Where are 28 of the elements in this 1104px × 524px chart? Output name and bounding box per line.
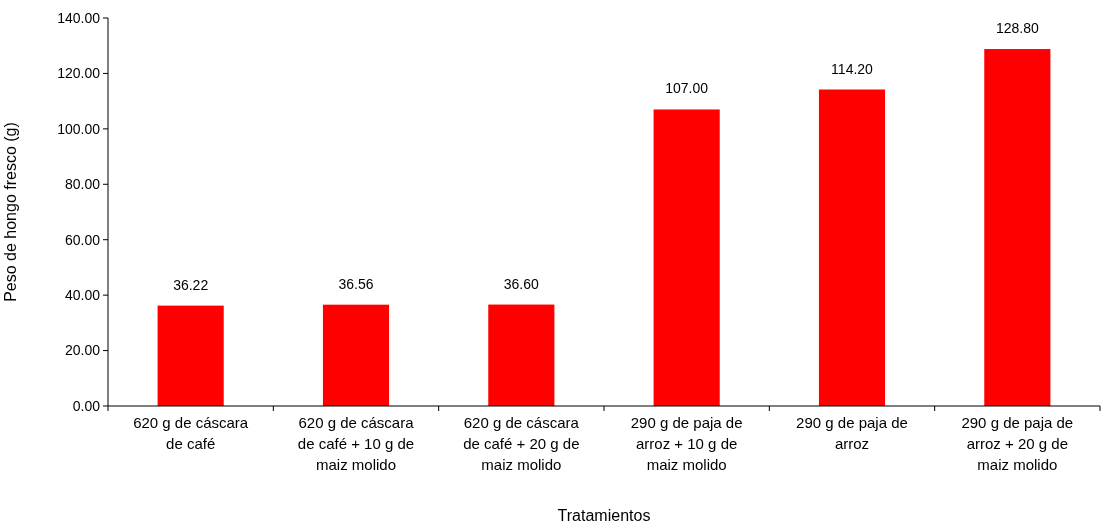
- y-tick-label: 80.00: [64, 176, 101, 193]
- data-label: 114.20: [831, 60, 874, 77]
- x-tick-label: 620 g de cáscara de café + 20 g de maiz molido: [463, 414, 580, 473]
- x-axis-title: Tratamientos: [557, 507, 651, 524]
- x-tick-label: 290 g de paja de arroz + 20 g de maiz molido: [961, 414, 1074, 473]
- bar: [653, 109, 720, 406]
- y-tick-label: 60.00: [64, 231, 101, 248]
- data-label: 128.80: [995, 20, 1039, 37]
- y-tick-label: 140.00: [57, 9, 101, 26]
- x-tick-label: 290 g de paja de arroz: [796, 414, 908, 452]
- data-label: 36.60: [503, 275, 540, 292]
- x-tick-label: 620 g de cáscara de café: [133, 414, 249, 452]
- x-tick-label: 290 g de paja de arroz + 10 g de maiz molido: [630, 414, 743, 473]
- x-tick-label: 620 g de cáscara de café + 10 g de maiz molido: [297, 414, 415, 473]
- y-tick-label: 0.00: [72, 397, 101, 414]
- data-label: 36.22: [173, 276, 209, 293]
- data-label: 36.56: [338, 275, 374, 292]
- y-axis-title: Peso de hongo fresco (g): [2, 122, 19, 302]
- y-tick-label: 20.00: [64, 342, 101, 359]
- bar: [818, 89, 886, 406]
- data-label: 107.00: [665, 80, 709, 97]
- bar: [984, 49, 1051, 406]
- y-tick-label: 40.00: [64, 287, 101, 304]
- y-tick-label: 100.00: [57, 120, 101, 137]
- bar: [488, 304, 555, 406]
- y-tick-label: 120.00: [57, 65, 101, 82]
- bar: [157, 305, 224, 406]
- bar: [322, 304, 390, 406]
